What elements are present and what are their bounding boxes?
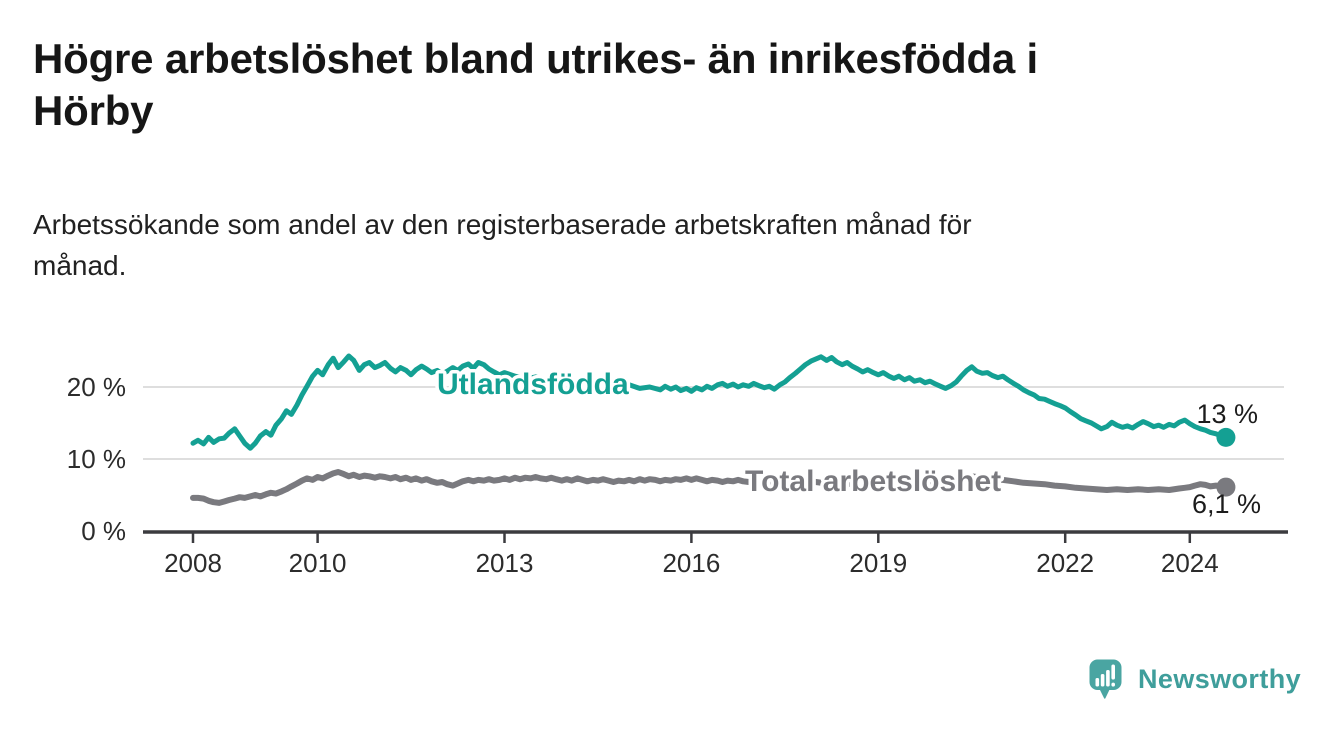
x-tick-label-2022: 2022 [1036,548,1094,578]
brand-name: Newsworthy [1138,663,1302,694]
page-title: Högre arbetslöshet bland utrikes- än inr… [33,33,1303,137]
y-tick-label-20: 20 % [67,372,126,402]
series-line-utlandsf-dda [190,353,1229,451]
series-label-utlandsf-dda: Utlandsfödda [437,368,629,401]
unemployment-line-chart: 2008 2010 2013 2016 2019 2022 2024 0 % 10 % 20 % U… [67,353,1288,578]
page-title-line-1: Högre arbetslöshet bland utrikes- än inr… [33,35,1039,82]
y-tick-label-0: 0 % [81,516,126,546]
chart-subtitle-line-2: månad. [33,250,127,281]
series-line-total-arbetsl-shet [190,469,1229,506]
x-tick-label-2019: 2019 [849,548,907,578]
x-tick-label-2016: 2016 [662,548,720,578]
series-label-total-arbetsl-shet: Total arbetslöshet [745,465,1001,498]
chart-subtitle-line-1: Arbetssökande som andel av den registerb… [33,209,972,240]
series-end-dot-utlandsf-dda [1216,427,1236,447]
chart-subtitle: Arbetssökande som andel av den registerb… [33,204,1253,286]
x-tick-label-2024: 2024 [1161,548,1219,578]
series-end-value-total-arbetsl-shet: 6,1 % [1192,489,1261,519]
brand-footer: Newsworthy [1089,657,1301,701]
x-tick-label-2008: 2008 [164,548,222,578]
page-title-line-2: Hörby [33,87,154,134]
newsworthy-logo-icon [1089,659,1122,699]
y-tick-label-10: 10 % [67,444,126,474]
x-tick-label-2013: 2013 [476,548,534,578]
series-end-value-utlandsf-dda: 13 % [1196,399,1258,429]
series-end-dot-total-arbetsl-shet [1216,477,1236,497]
x-tick-label-2010: 2010 [289,548,347,578]
